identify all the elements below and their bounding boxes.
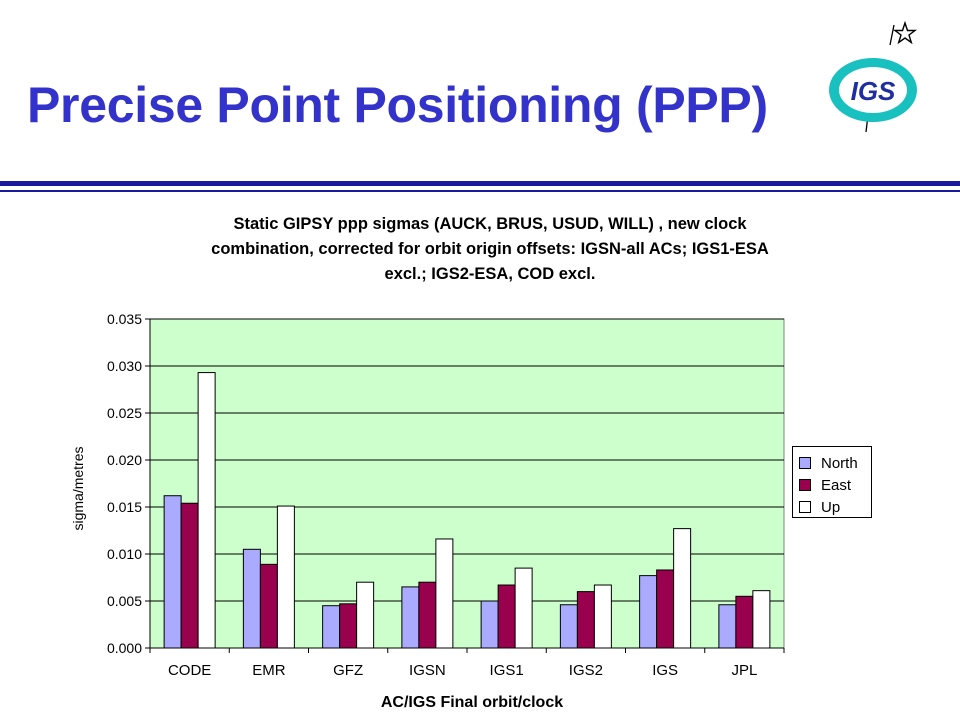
y-tick-label: 0.015 <box>107 499 142 515</box>
x-tick-label: IGS2 <box>569 662 603 679</box>
bar-north <box>164 496 181 648</box>
y-tick-label: 0.035 <box>107 311 142 327</box>
chart-legend: North East Up <box>792 446 872 518</box>
y-axis-label: sigma/metres <box>70 446 86 530</box>
legend-swatch-up <box>799 501 811 513</box>
bar-north <box>402 587 419 648</box>
legend-item-east: East <box>799 474 871 496</box>
bar-east <box>657 570 674 648</box>
legend-label-north: North <box>821 455 858 472</box>
x-tick-label: CODE <box>168 662 211 679</box>
bar-up <box>515 568 532 648</box>
y-tick-label: 0.005 <box>107 593 142 609</box>
x-tick-label: JPL <box>731 662 757 679</box>
legend-swatch-north <box>799 457 811 469</box>
x-axis-label: AC/IGS Final orbit/clock <box>381 694 563 711</box>
x-tick-label: IGS1 <box>490 662 524 679</box>
bar-north <box>481 601 498 648</box>
x-tick-label: GFZ <box>333 662 363 679</box>
bar-north <box>719 605 736 648</box>
bar-east <box>419 582 436 648</box>
legend-item-north: North <box>799 452 871 474</box>
bar-up <box>753 591 770 648</box>
legend-item-up: Up <box>799 496 871 518</box>
bar-east <box>260 564 277 648</box>
x-tick-label: IGSN <box>409 662 446 679</box>
bar-east <box>181 503 198 648</box>
y-tick-label: 0.030 <box>107 358 142 374</box>
bar-north <box>323 606 340 648</box>
x-tick-label: EMR <box>252 662 286 679</box>
bar-east <box>498 585 515 648</box>
bar-east <box>340 604 357 648</box>
bar-north <box>560 605 577 648</box>
bar-north <box>640 576 657 648</box>
bar-up <box>674 529 691 648</box>
bar-up <box>198 373 215 648</box>
bar-north <box>243 549 260 648</box>
bar-up <box>594 585 611 648</box>
y-tick-label: 0.025 <box>107 405 142 421</box>
bar-east <box>577 592 594 648</box>
bar-up <box>357 582 374 648</box>
bar-up <box>436 539 453 648</box>
bar-east <box>736 596 753 648</box>
legend-swatch-east <box>799 479 811 491</box>
legend-label-east: East <box>821 477 851 494</box>
x-tick-label: IGS <box>652 662 678 679</box>
y-tick-label: 0.010 <box>107 546 142 562</box>
bar-up <box>277 506 294 648</box>
y-tick-label: 0.020 <box>107 452 142 468</box>
legend-label-up: Up <box>821 499 840 516</box>
y-tick-label: 0.000 <box>107 640 142 656</box>
